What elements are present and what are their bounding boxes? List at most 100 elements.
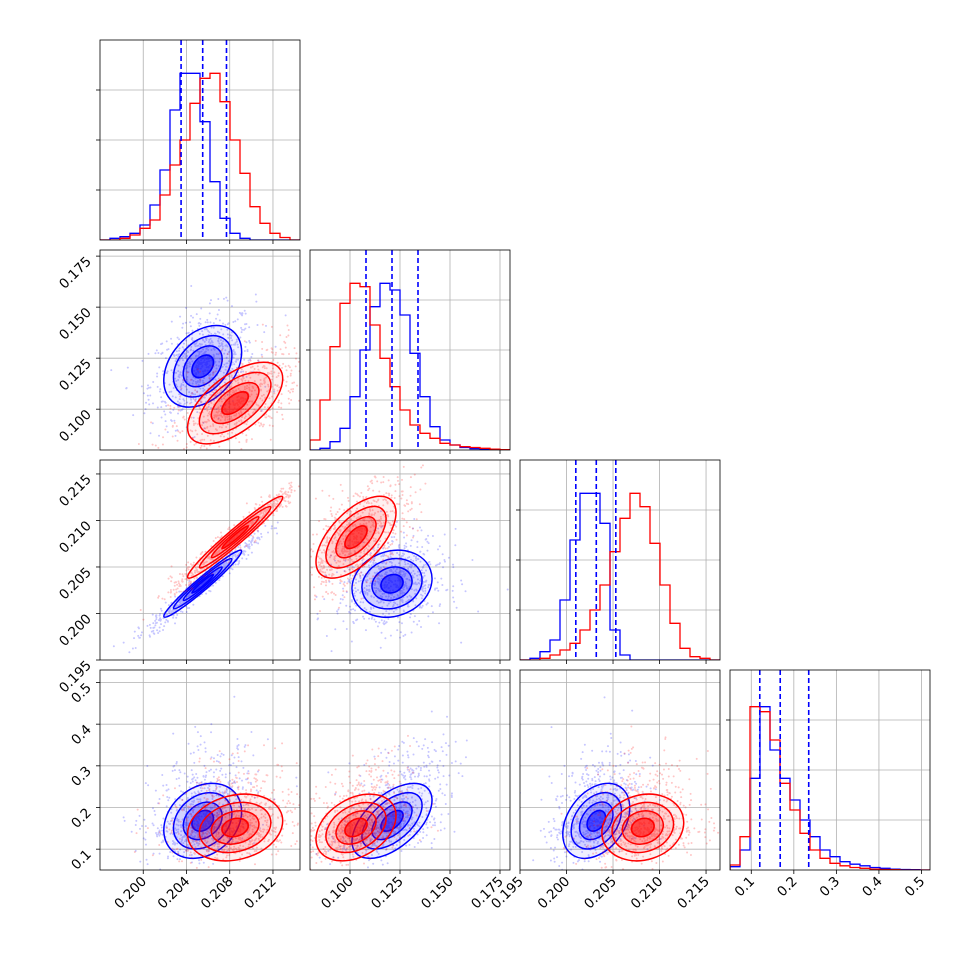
sample-point	[230, 415, 233, 418]
sample-point	[226, 792, 229, 795]
sample-point	[331, 582, 334, 585]
sample-point	[321, 561, 324, 564]
sample-point	[371, 557, 374, 560]
sample-point	[193, 443, 196, 446]
sample-point	[405, 542, 408, 545]
sample-point	[340, 549, 343, 552]
sample-point	[342, 620, 345, 623]
sample-point	[368, 514, 371, 517]
sample-point	[188, 786, 191, 789]
sample-point	[396, 567, 399, 570]
sample-point	[339, 529, 342, 532]
sample-point	[209, 373, 212, 376]
sample-point	[331, 515, 334, 518]
sample-point	[220, 328, 223, 331]
sample-point	[240, 448, 243, 450]
sample-point	[335, 571, 338, 574]
sample-point	[251, 412, 254, 415]
blue-contour	[371, 566, 413, 602]
sample-point	[346, 512, 349, 515]
sample-point	[221, 791, 224, 794]
sample-point	[250, 390, 253, 393]
sample-point	[271, 375, 274, 378]
sample-point	[265, 511, 268, 514]
sample-point	[158, 618, 161, 621]
sample-point	[206, 409, 209, 412]
sample-point	[164, 357, 167, 360]
sample-point	[177, 850, 180, 853]
sample-point	[288, 402, 291, 405]
sample-point	[152, 402, 155, 405]
sample-point	[275, 351, 278, 354]
sample-point	[362, 573, 365, 576]
sample-point	[204, 561, 207, 564]
sample-point	[372, 499, 375, 502]
sample-point	[412, 534, 415, 537]
sample-point	[367, 564, 370, 567]
sample-point	[240, 331, 243, 334]
sample-point	[191, 778, 194, 781]
sample-point	[382, 481, 385, 484]
sample-point	[371, 482, 374, 485]
sample-point	[406, 600, 409, 603]
sample-point	[285, 336, 288, 339]
sample-point	[442, 566, 445, 569]
sample-point	[220, 426, 223, 429]
sample-point	[219, 536, 222, 539]
blue-contour	[172, 557, 233, 610]
sample-point	[215, 794, 218, 797]
sample-point	[134, 849, 137, 852]
sample-point	[146, 764, 149, 767]
sample-point	[220, 767, 223, 770]
sample-point	[157, 631, 160, 634]
sample-point	[175, 379, 178, 382]
sample-point	[380, 574, 383, 577]
sample-point	[378, 590, 381, 593]
sample-point	[203, 787, 206, 790]
sample-point	[225, 365, 228, 368]
sample-point	[250, 540, 253, 543]
sample-point	[154, 624, 157, 627]
sample-point	[216, 779, 219, 782]
sample-point	[162, 784, 165, 787]
sample-point	[237, 387, 240, 390]
sample-point	[265, 349, 268, 352]
sample-point	[391, 540, 394, 543]
sample-point	[357, 588, 360, 591]
sample-point	[398, 571, 401, 574]
sample-point	[387, 531, 390, 534]
sample-point	[178, 603, 181, 606]
sample-point	[419, 550, 422, 553]
sample-point	[404, 633, 407, 636]
sample-point	[155, 614, 158, 617]
sample-point	[382, 601, 385, 604]
sample-point	[261, 425, 264, 428]
sample-point	[183, 808, 186, 811]
sample-point	[358, 544, 361, 547]
sample-point	[175, 354, 178, 357]
sample-point	[363, 552, 366, 555]
sample-point	[175, 581, 178, 584]
sample-point	[159, 832, 162, 835]
sample-point	[179, 584, 182, 587]
sample-point	[242, 766, 245, 769]
sample-point	[224, 564, 227, 567]
sample-point	[207, 452, 209, 454]
sample-point	[354, 523, 357, 526]
sample-point	[375, 587, 378, 590]
sample-point	[407, 598, 410, 601]
sample-point	[222, 810, 225, 813]
sample-point	[352, 584, 355, 587]
sample-point	[247, 413, 250, 416]
sample-point	[257, 514, 260, 517]
sample-point	[403, 504, 406, 507]
sample-point	[189, 581, 192, 584]
sample-point	[320, 576, 323, 579]
sample-point	[218, 810, 221, 813]
sample-point	[188, 382, 191, 385]
sample-point	[196, 776, 199, 779]
sample-point	[154, 619, 157, 622]
sample-point	[211, 806, 214, 809]
sample-point	[341, 549, 344, 552]
sample-point	[184, 578, 187, 581]
